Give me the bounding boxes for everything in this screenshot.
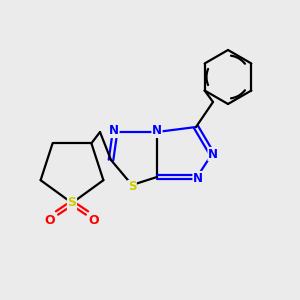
Text: N: N [208,148,218,160]
Text: S: S [128,181,136,194]
Text: O: O [45,214,55,227]
Text: N: N [193,172,203,184]
Text: S: S [68,196,76,209]
Text: O: O [89,214,99,227]
Text: N: N [152,124,162,137]
Text: N: N [109,124,119,137]
